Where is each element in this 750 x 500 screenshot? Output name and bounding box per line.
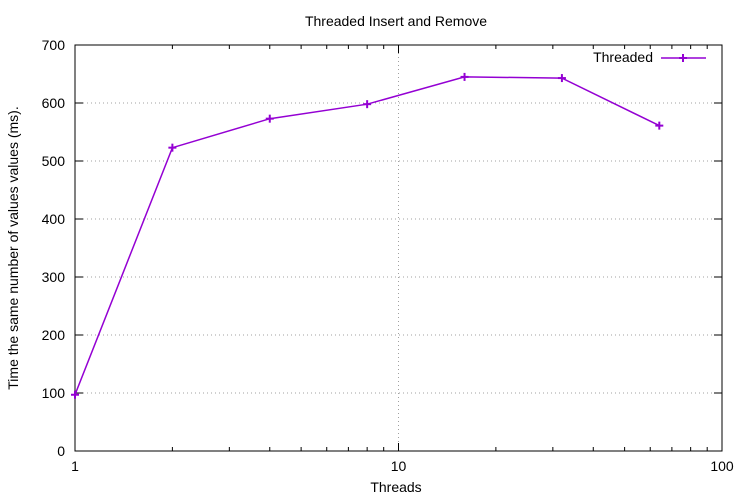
data-point-marker xyxy=(71,390,79,399)
legend: Threaded xyxy=(593,49,706,65)
legend-label: Threaded xyxy=(593,49,653,65)
x-tick-label: 1 xyxy=(71,458,79,474)
plot-frame xyxy=(74,44,723,452)
series-line-0 xyxy=(74,76,660,395)
series-layer xyxy=(71,72,664,399)
y-axis-label: Time the same number of values values (m… xyxy=(5,106,21,389)
legend-plus-marker xyxy=(679,54,687,62)
y-tick-label: 400 xyxy=(42,211,66,227)
data-point-marker xyxy=(363,100,372,109)
y-tick-label: 700 xyxy=(42,37,66,53)
x-tick-label: 10 xyxy=(391,458,407,474)
y-tick-label: 0 xyxy=(57,443,65,459)
chart-title: Threaded Insert and Remove xyxy=(305,13,487,29)
y-tick-label: 600 xyxy=(42,95,66,111)
data-point-marker xyxy=(460,72,469,81)
data-point-marker xyxy=(557,74,566,83)
y-tick-label: 300 xyxy=(42,269,66,285)
data-point-marker xyxy=(655,121,664,130)
y-tick-label: 200 xyxy=(42,327,66,343)
y-tick-label: 500 xyxy=(42,153,66,169)
grid-lines xyxy=(75,45,722,451)
y-tick-label: 100 xyxy=(42,385,66,401)
x-axis-label: Threads xyxy=(370,479,421,495)
legend-marker xyxy=(679,54,687,62)
x-tick-label: 100 xyxy=(710,458,734,474)
tick-labels: 0 100 200 300 400 500 600 700 1 10 100 xyxy=(42,37,734,474)
data-point-marker xyxy=(168,143,177,152)
data-point-marker xyxy=(265,114,274,123)
